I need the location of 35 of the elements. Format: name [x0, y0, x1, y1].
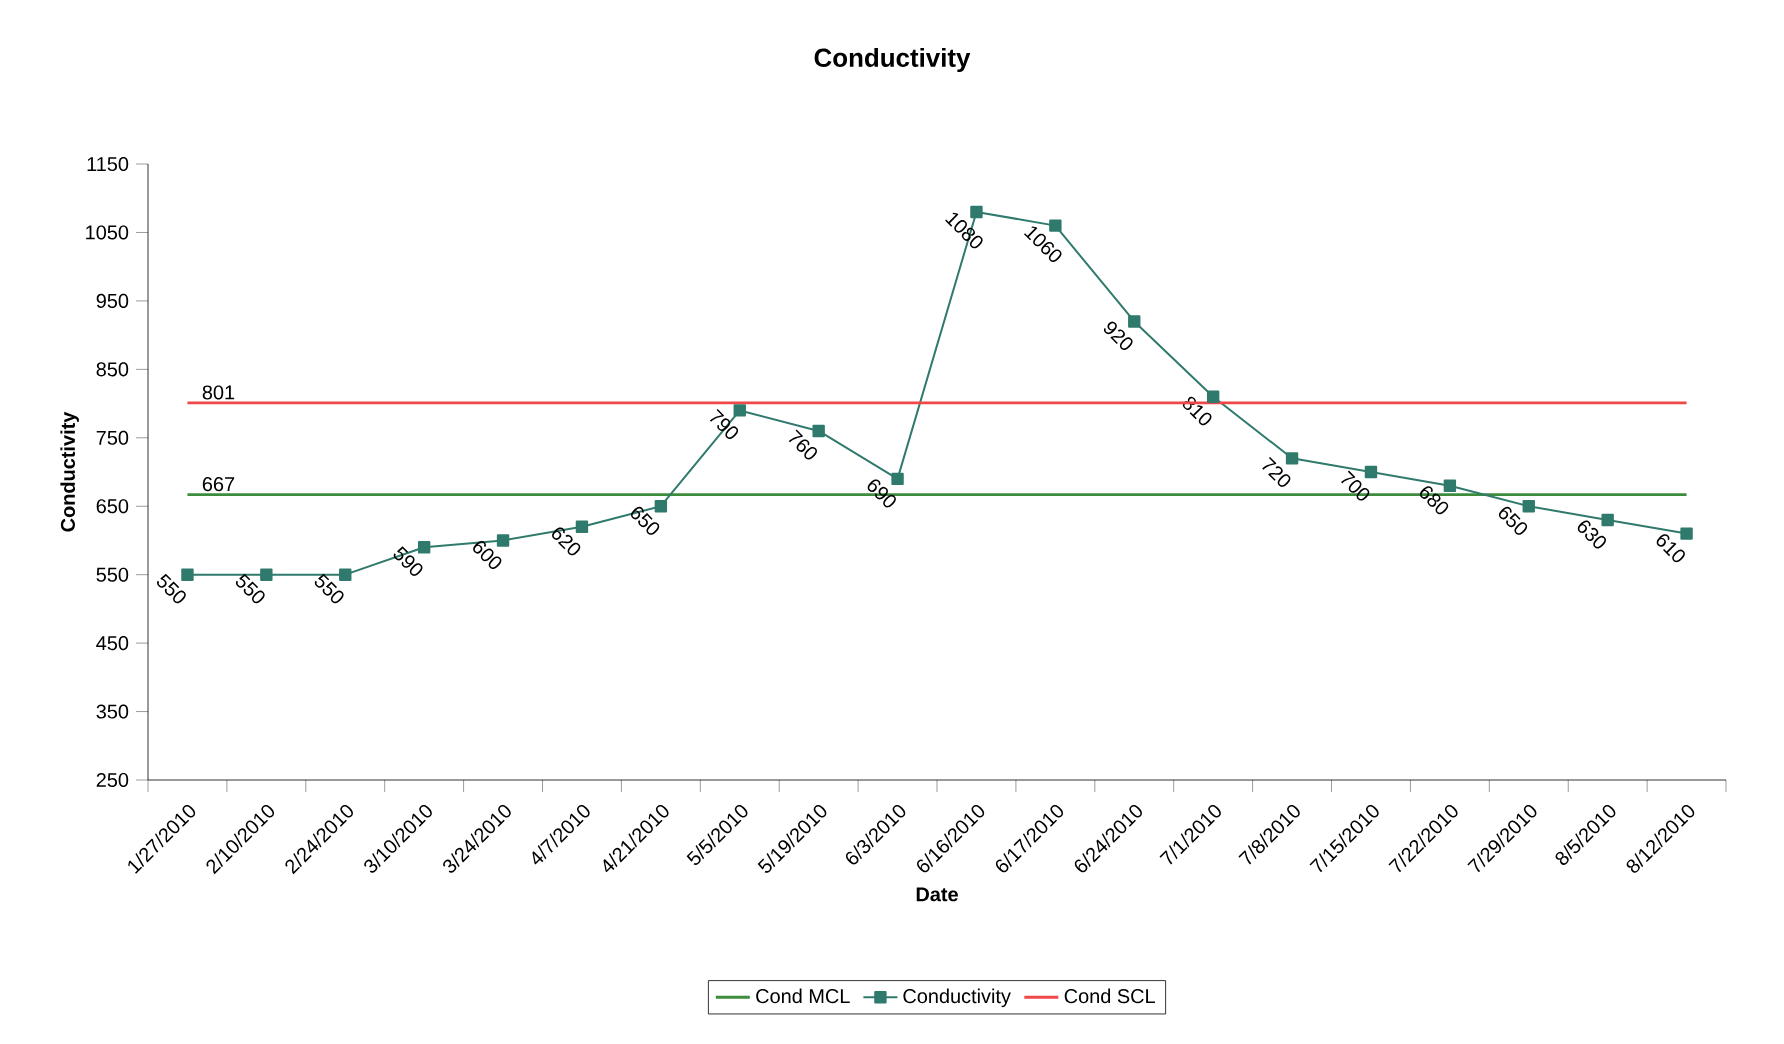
- legend-label: Cond MCL: [756, 988, 850, 1004]
- data-label: 690: [867, 479, 896, 508]
- data-label: 620: [552, 527, 581, 556]
- y-tick-label: 250: [96, 772, 129, 788]
- data-label: 920: [1103, 321, 1133, 351]
- data-label: 720: [1262, 456, 1291, 487]
- data-label: 590: [393, 546, 423, 576]
- x-axis-title: Date: [916, 887, 958, 902]
- legend-label: Conductivity: [903, 988, 1011, 1008]
- y-tick-label: 650: [96, 499, 129, 514]
- chart-title: Conductivity: [814, 47, 971, 73]
- legend-label: Cond SCL: [1064, 988, 1155, 1004]
- data-label: 630: [1577, 520, 1606, 549]
- data-label: 650: [630, 506, 660, 535]
- data-label: 790: [709, 409, 739, 439]
- y-tick-label: 950: [96, 293, 129, 308]
- y-axis-title: Conductivity: [60, 411, 79, 532]
- data-label: 550: [235, 573, 265, 604]
- data-label: 760: [788, 429, 817, 460]
- data-label: 650: [1498, 506, 1528, 535]
- data-label: 550: [156, 573, 186, 604]
- data-label: 550: [314, 573, 344, 604]
- y-tick-label: 550: [96, 567, 129, 582]
- data-label: 667: [202, 477, 235, 492]
- y-tick-label: 450: [96, 636, 129, 651]
- y-tick-label: 850: [96, 362, 129, 377]
- data-label: 680: [1419, 486, 1449, 515]
- y-tick-label: 1050: [86, 225, 129, 240]
- y-tick-label: 350: [96, 704, 129, 719]
- data-label: 610: [1656, 534, 1685, 563]
- data-label: 700: [1341, 470, 1370, 501]
- y-tick-label: 1150: [87, 156, 129, 172]
- y-tick-label: 750: [96, 430, 129, 445]
- data-label: 600: [473, 541, 502, 570]
- data-label: 801: [202, 385, 235, 400]
